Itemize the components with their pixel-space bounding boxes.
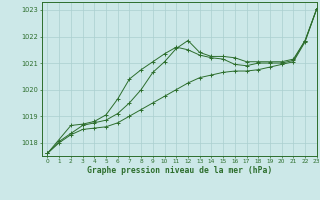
X-axis label: Graphe pression niveau de la mer (hPa): Graphe pression niveau de la mer (hPa)	[87, 166, 272, 175]
